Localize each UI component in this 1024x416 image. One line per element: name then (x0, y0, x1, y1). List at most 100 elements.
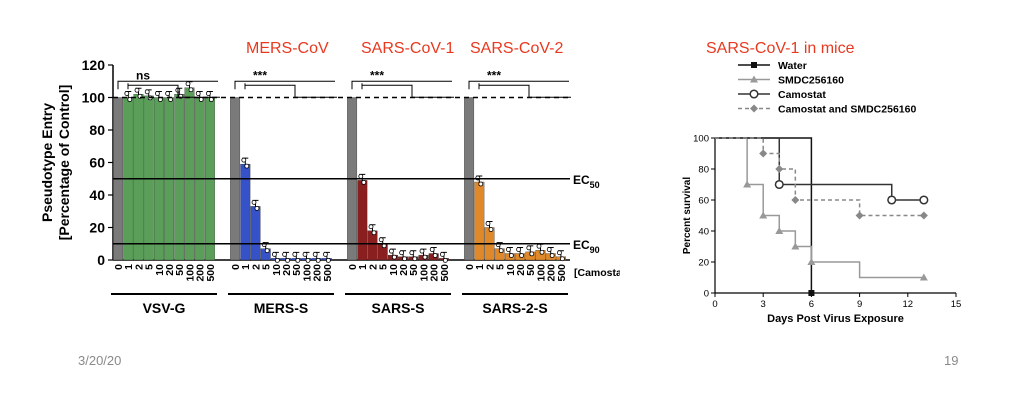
x-tick-label: 2 (484, 264, 496, 270)
data-point (165, 91, 171, 96)
data-point (251, 199, 257, 205)
sars-cov-1-title: SARS-CoV-1 (361, 40, 455, 57)
x-tick-label: 5 (144, 264, 156, 270)
data-point (549, 253, 555, 258)
data-point (254, 205, 260, 211)
x-tick-label: 3 (761, 299, 766, 310)
data-point (536, 243, 542, 249)
x-tick-label: 100 (301, 264, 313, 282)
significance-bracket (234, 80, 335, 90)
x-tick-label: 10 (154, 264, 166, 276)
data-point (195, 91, 201, 96)
y-tick-label: 80 (89, 122, 105, 138)
x-tick-label: 10 (388, 264, 400, 276)
data-point (188, 87, 194, 93)
data-point (185, 81, 191, 87)
x-tick-label: 0 (230, 264, 242, 270)
significance-label: *** (253, 68, 267, 82)
x-tick-label: 5 (378, 264, 390, 270)
reference-line-label-main: EC (573, 173, 590, 187)
data-point (557, 250, 562, 256)
group-label: MERS-S (254, 300, 308, 316)
y-tick-label: 60 (698, 196, 709, 207)
data-point (124, 91, 130, 96)
data-point (529, 251, 535, 257)
x-tick-label: 20 (515, 264, 527, 276)
series-marker (791, 242, 800, 250)
x-axis-label: Days Post Virus Exposure (767, 313, 904, 325)
series-marker (759, 211, 768, 219)
group-label: VSV-G (143, 300, 186, 316)
series-marker (774, 179, 784, 190)
y-axis-label: Percent survival (682, 177, 693, 254)
legend-marker (751, 62, 757, 68)
bar (357, 180, 368, 261)
data-point (274, 257, 280, 263)
x-tick-label: 6 (809, 299, 814, 310)
series-marker (808, 290, 815, 296)
data-point (388, 248, 394, 254)
data-point (488, 227, 494, 232)
data-point (505, 247, 511, 252)
data-point (399, 250, 405, 256)
data-point (244, 163, 250, 169)
x-tick-label: 2 (133, 264, 145, 270)
data-point (378, 237, 384, 243)
data-point (361, 179, 367, 185)
survival-line-chart: Water SMDC256160 Camostat Camostat and SMDC… (682, 60, 961, 325)
x-tick-label: 500 (322, 264, 334, 282)
y-tick-label: 120 (82, 57, 106, 73)
series-marker (743, 180, 752, 188)
x-tick-label: 20 (281, 264, 293, 276)
y-tick-label: 40 (698, 227, 709, 238)
data-point (498, 248, 504, 254)
series-marker (775, 165, 784, 173)
x-tick-label: 500 (556, 264, 568, 282)
data-point (325, 257, 331, 263)
series-marker (887, 195, 897, 205)
bar (143, 95, 154, 261)
x-tick-label: 20 (164, 264, 176, 276)
significance-bracket-inner (245, 84, 337, 98)
data-point (412, 256, 418, 262)
bar (474, 181, 485, 261)
data-point (391, 254, 397, 260)
significance-bracket (468, 80, 569, 90)
data-point (205, 91, 211, 96)
significance-bracket-inner (362, 84, 454, 98)
significance-label: *** (487, 68, 501, 82)
data-point (292, 251, 298, 257)
x-tick-label: 200 (312, 264, 324, 282)
data-point (127, 97, 133, 102)
data-point (485, 221, 491, 226)
y-tick-label: 80 (698, 165, 709, 176)
reference-line-label: EC50 (573, 173, 600, 190)
y-tick-label: 20 (698, 258, 709, 269)
x-tick-label: 0 (464, 264, 476, 270)
y-tick-label: 0 (704, 289, 709, 300)
legend-marker (750, 75, 758, 83)
mice-chart-title: SARS-CoV-1 in mice (706, 40, 855, 57)
legend-label: Water (778, 60, 807, 72)
data-point (144, 89, 150, 95)
y-axis-label-line: [Percentage of Control] (56, 85, 72, 241)
x-tick-label: 5 (261, 264, 273, 270)
data-point (409, 250, 415, 256)
data-point (322, 251, 328, 257)
data-point (432, 253, 438, 258)
data-point (134, 87, 140, 93)
x-tick-label: 200 (429, 264, 441, 282)
x-tick-label: 50 (174, 264, 186, 276)
data-point (439, 251, 445, 257)
x-tick-label: 5 (495, 264, 507, 270)
y-tick-label: 100 (82, 90, 106, 106)
y-tick-label: 40 (89, 187, 105, 203)
x-tick-label: 0 (347, 264, 359, 270)
series-marker (807, 258, 816, 265)
data-point (282, 251, 288, 257)
x-axis-label: [Camostat, μM] (574, 267, 620, 279)
data-point (285, 257, 291, 263)
x-tick-label: 50 (408, 264, 420, 276)
y-tick-label: 0 (97, 252, 105, 268)
